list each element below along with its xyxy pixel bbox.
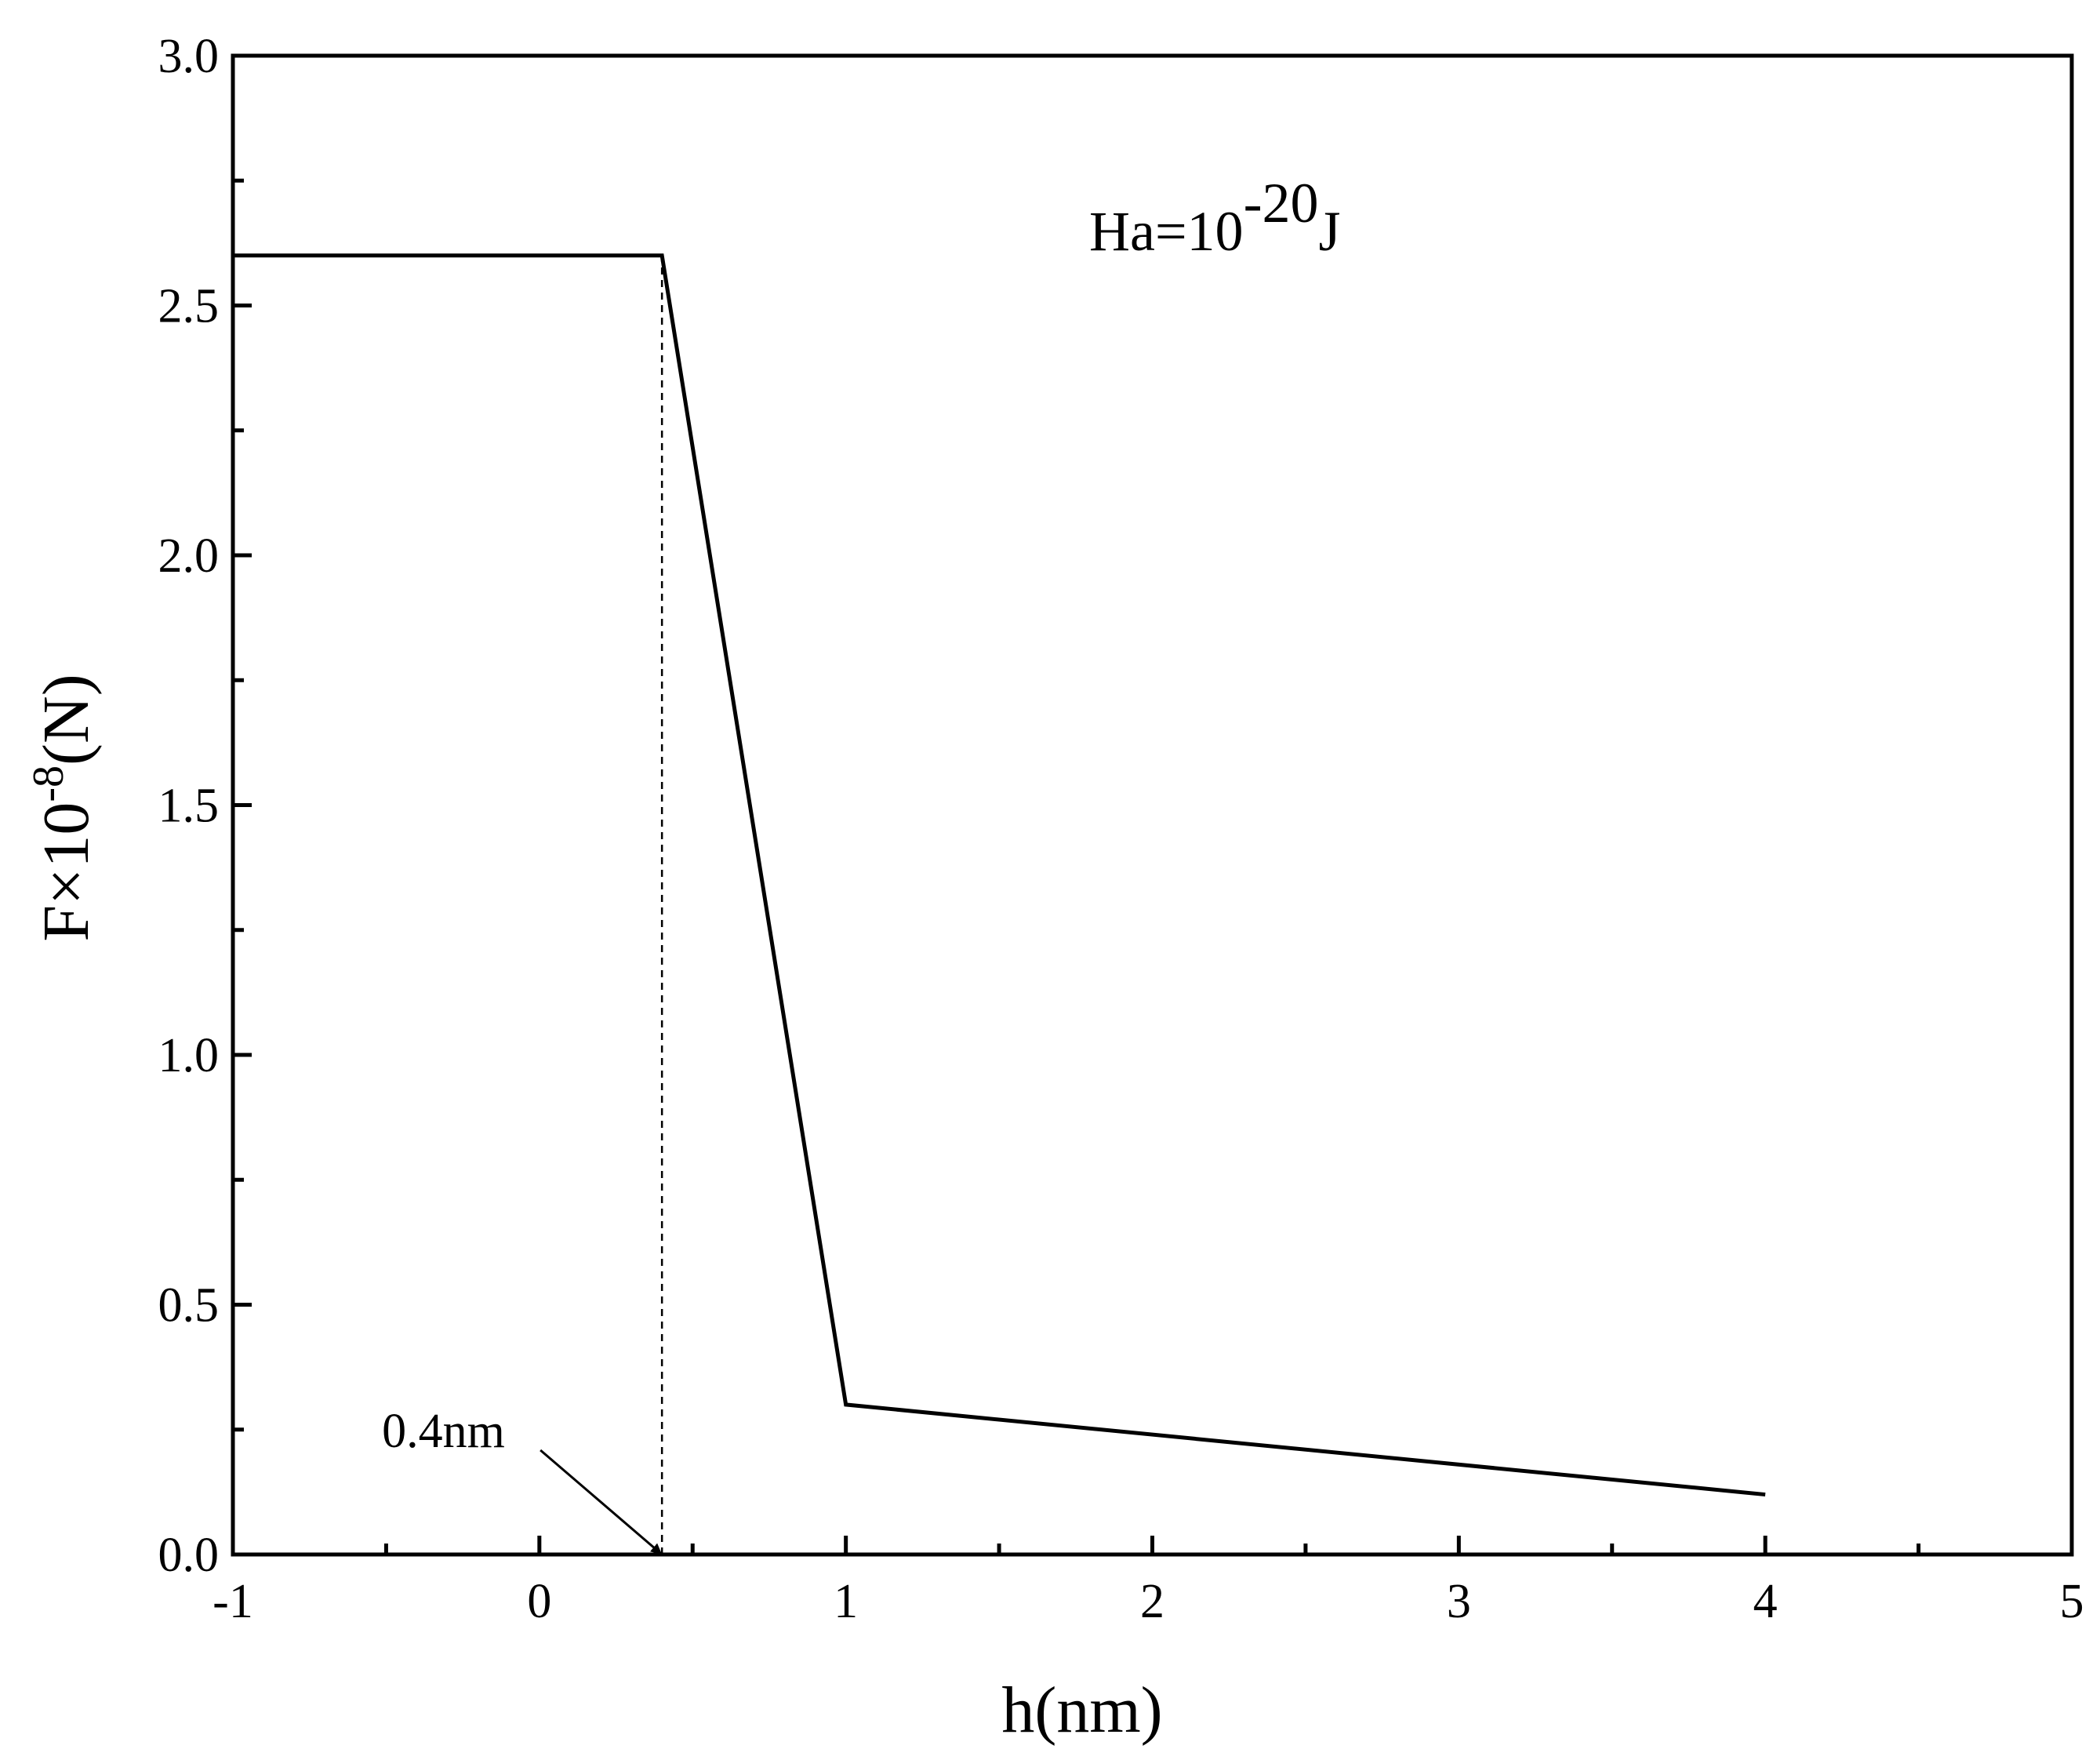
y-tick-label: 1.5 [158,780,220,833]
x-tick-label: 0 [527,1575,551,1628]
y-tick-label: 0.5 [158,1279,220,1333]
y-axis-label-part: F×10 [30,802,103,942]
annotation-text: 0.4nm [382,1405,505,1458]
data-line [233,253,1766,1497]
label-sup: -20 [1244,172,1319,235]
y-tick-label: 1.0 [158,1029,220,1082]
y-tick-label: 2.5 [158,280,220,333]
plot-frame [231,53,2074,1557]
x-tick-label: 2 [1140,1575,1164,1628]
y-axis-label: F×10-8(N) [24,674,103,941]
x-tick-label: 3 [1447,1575,1471,1628]
x-tick-label: 5 [2060,1575,2084,1628]
y-axis-label-part: (N) [30,674,103,765]
label-part: Ha=10 [1089,200,1244,263]
annotation-label: Ha=10-20J [1089,172,1341,263]
annotation-arrow [540,1449,663,1556]
y-tick-label: 0.0 [158,1529,220,1582]
y-tick-label: 3.0 [158,30,220,83]
y-axis-label-sup: -8 [24,765,73,802]
x-tick-label: -1 [213,1575,253,1628]
x-tick-label: 1 [834,1575,858,1628]
y-tick-label: 2.0 [158,529,220,583]
x-tick-label: 4 [1753,1575,1778,1628]
x-axis-label: h(nm) [1001,1674,1162,1747]
label-part: J [1319,200,1341,263]
